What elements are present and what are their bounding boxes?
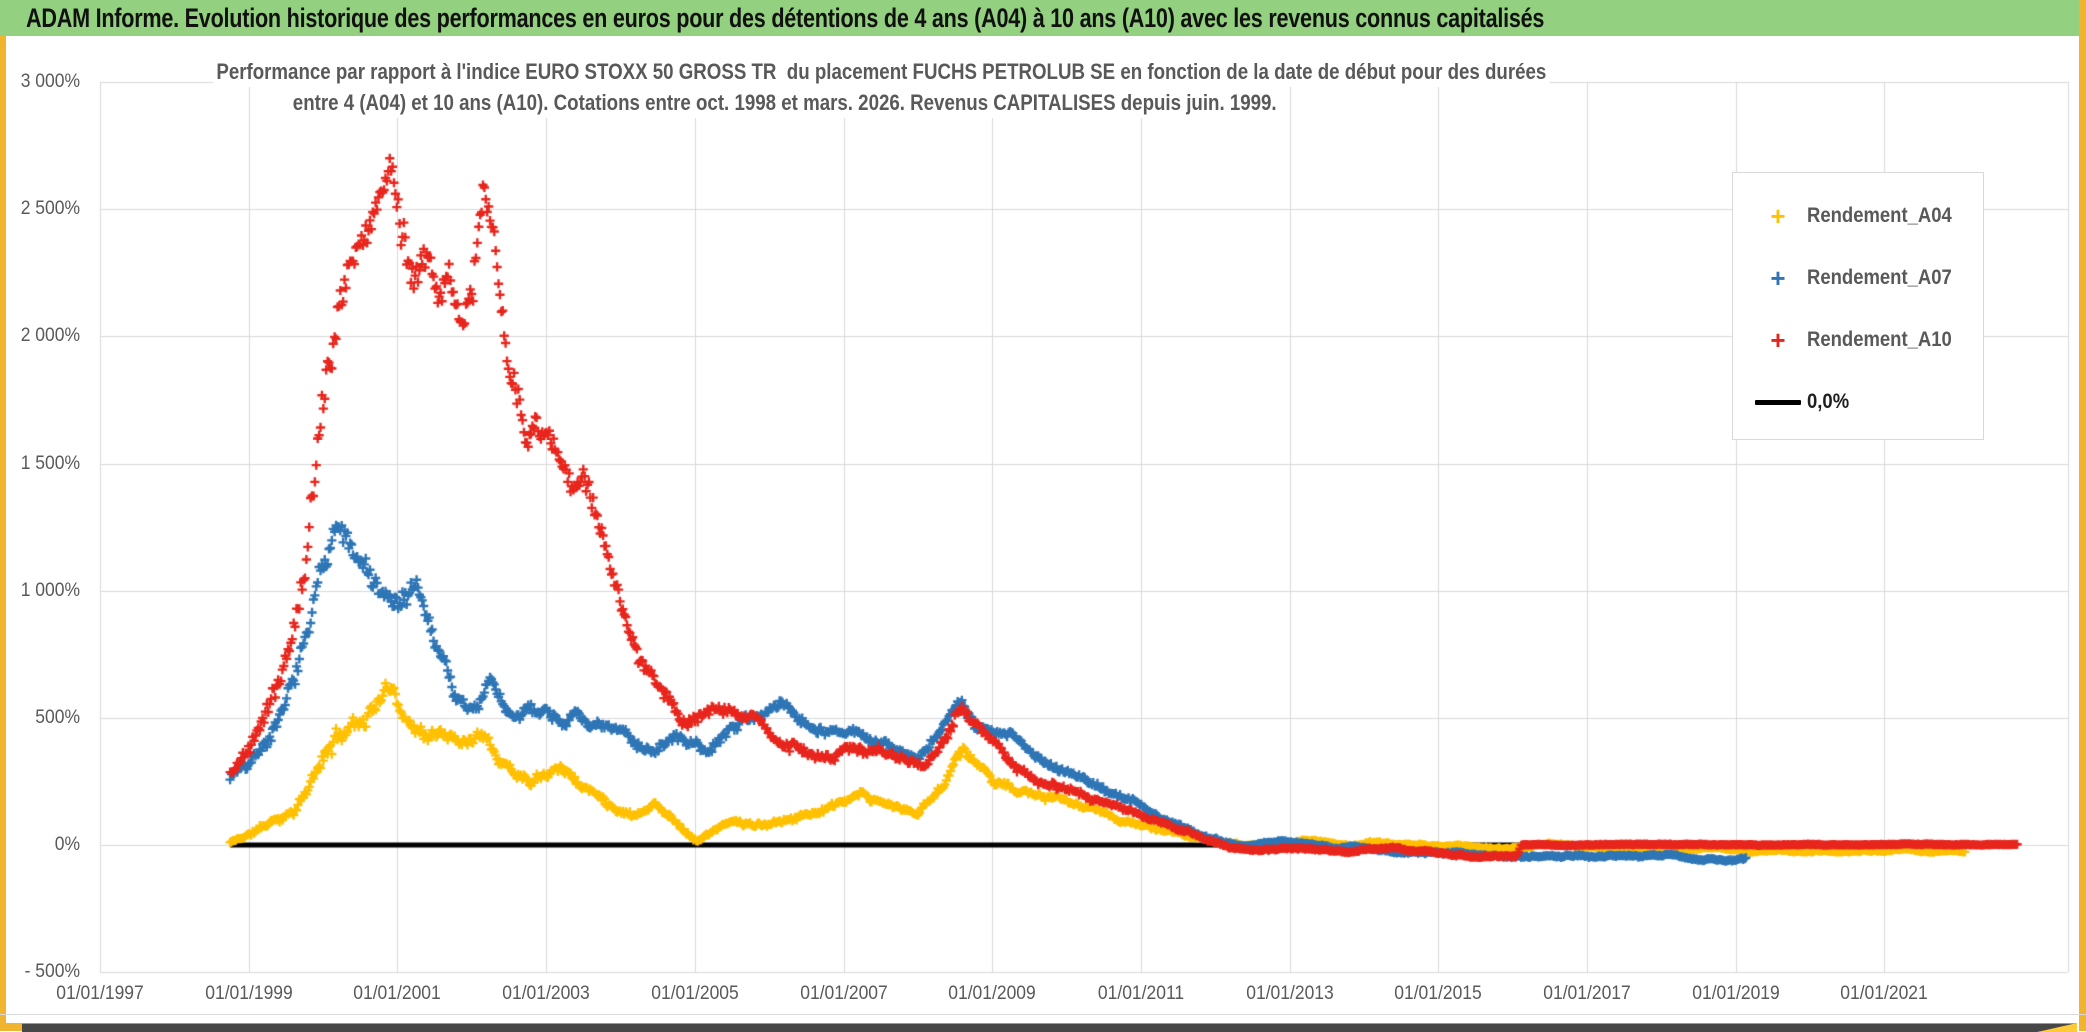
sheet-bottom-bar (22, 1023, 2077, 1032)
chart-bottom-border (0, 1014, 2086, 1015)
y-tick-label: 3 000% (20, 71, 81, 92)
bottom-left-accent (3, 1023, 22, 1031)
y-tick-label: 2 000% (20, 325, 81, 347)
y-tick-label: 0% (54, 834, 80, 855)
plus-marker-a04-icon: + (1770, 201, 1786, 231)
legend-item-zero-line: 0,0% (1755, 371, 1983, 433)
x-tick-label: 01/01/2017 (1543, 983, 1631, 1004)
plus-marker-a07-icon: + (1770, 263, 1786, 293)
x-tick-label: 01/01/2005 (651, 983, 739, 1004)
legend-item-rendement-a04: + Rendement_A04 (1755, 185, 1983, 247)
y-tick-label: 500% (35, 706, 80, 728)
legend-item-rendement-a10: + Rendement_A10 (1755, 309, 1983, 371)
x-tick-label: 01/01/2007 (799, 983, 888, 1004)
chart-title: Performance par rapport à l'indice EURO … (95, 56, 1550, 118)
x-tick-label: 01/01/2011 (1097, 983, 1184, 1004)
legend-label-zero: 0,0% (1807, 390, 1850, 413)
legend-label-a10: Rendement_A10 (1807, 328, 1952, 351)
x-tick-label: 01/01/2013 (1245, 983, 1334, 1004)
bottom-right-accent (2037, 1023, 2077, 1032)
y-tick-label: - 500% (24, 961, 80, 983)
x-tick-label: 01/01/2021 (1840, 983, 1929, 1004)
chart-title-line-1: Performance par rapport à l'indice EURO … (212, 56, 1550, 87)
zero-line-marker-icon (1755, 399, 1801, 405)
x-tick-label: 01/01/2003 (502, 983, 590, 1004)
legend-label-a07: Rendement_A07 (1807, 266, 1952, 289)
x-tick-label: 01/01/1999 (204, 983, 293, 1004)
x-tick-label: 01/01/1997 (56, 983, 144, 1004)
x-tick-label: 01/01/2001 (353, 983, 442, 1004)
chart-title-line-2: entre 4 (A04) et 10 ans (A10). Cotations… (289, 87, 1281, 118)
plus-marker-a10-icon: + (1770, 325, 1786, 355)
y-tick-label: 2 500% (20, 198, 81, 220)
legend-label-a04: Rendement_A04 (1807, 204, 1952, 227)
chart-legend: + Rendement_A04 + Rendement_A07 + Rendem… (1732, 172, 1984, 440)
x-tick-label: 01/01/2015 (1394, 983, 1483, 1004)
x-tick-label: 01/01/2019 (1691, 983, 1780, 1004)
legend-item-rendement-a07: + Rendement_A07 (1755, 247, 1983, 309)
x-tick-label: 01/01/2009 (948, 983, 1036, 1004)
y-tick-label: 1 500% (20, 452, 81, 474)
y-tick-label: 1 000% (20, 579, 81, 601)
